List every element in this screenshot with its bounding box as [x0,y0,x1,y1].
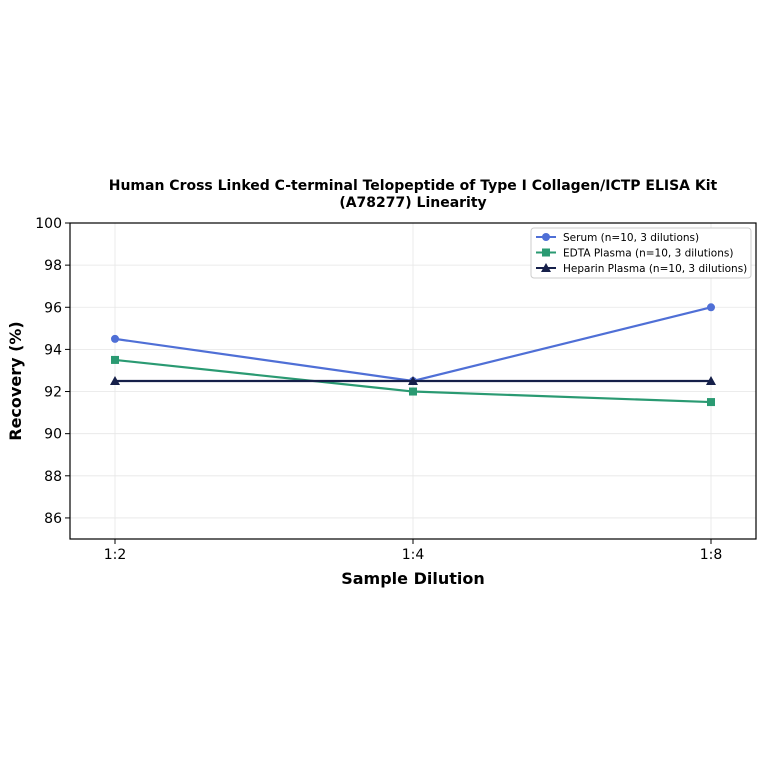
y-axis-label: Recovery (%) [6,321,25,440]
y-tick-label: 88 [44,469,62,485]
x-tick-label: 1:4 [402,547,425,563]
data-point [409,387,417,396]
axis-ticks: 86 88 90 92 94 96 98 100 1:2 1:4 1:8 [35,216,722,563]
x-axis-label: Sample Dilution [341,569,485,588]
data-point [707,398,715,407]
data-point [111,334,119,343]
legend: Serum (n=10, 3 dilutions) EDTA Plasma (n=… [530,227,752,279]
data-point [706,376,716,385]
data-point [110,376,120,385]
y-tick-label: 98 [44,258,62,274]
chart-title-line1: Human Cross Linked C-terminal Telopeptid… [109,178,718,194]
data-point [111,355,119,364]
x-tick-label: 1:8 [700,547,723,563]
legend-marker [542,248,550,257]
y-tick-label: 90 [44,427,62,443]
chart-title-line2: (A78277) Linearity [339,195,486,211]
data-point [408,376,418,385]
legend-marker [542,233,550,241]
y-tick-label: 86 [44,511,62,527]
y-tick-label: 100 [35,216,62,232]
legend-label: Heparin Plasma (n=10, 3 dilutions) [563,263,747,275]
series-1 [111,355,715,407]
legend-label: EDTA Plasma (n=10, 3 dilutions) [563,248,733,260]
y-tick-label: 94 [44,342,62,358]
x-tick-label: 1:2 [104,547,127,563]
legend-box [530,227,752,279]
series-2 [110,376,716,385]
data-point [707,303,715,312]
legend-label: Serum (n=10, 3 dilutions) [563,232,699,244]
series-layer [110,303,716,407]
y-tick-label: 96 [44,300,62,316]
y-tick-label: 92 [44,385,62,401]
legend-marker [541,263,551,272]
